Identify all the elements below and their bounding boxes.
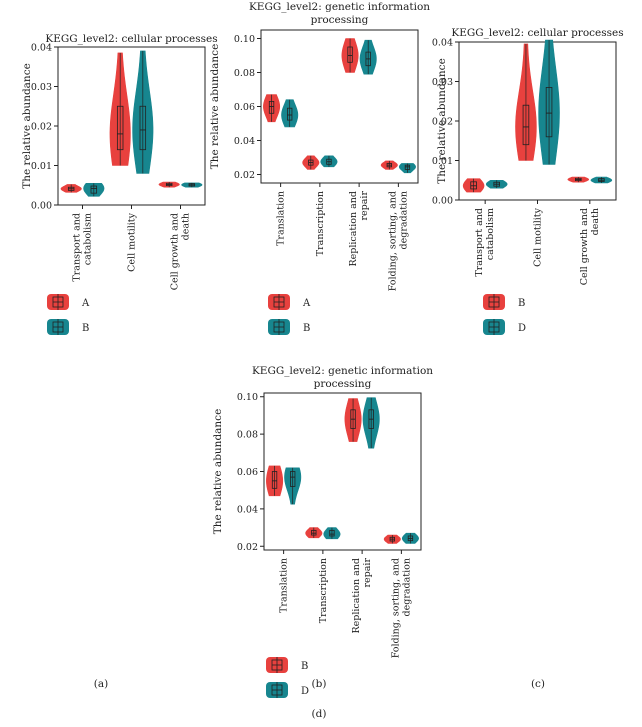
legend-item-B[interactable]: B bbox=[483, 294, 525, 310]
chart-title: processing bbox=[311, 14, 369, 26]
legend-label: A bbox=[81, 298, 90, 309]
x-tick-label: Folding, sorting, anddegradation bbox=[387, 191, 409, 291]
legend-item-D[interactable]: D bbox=[483, 319, 526, 335]
panel-label: (d) bbox=[312, 708, 327, 720]
legend-label: B bbox=[303, 323, 310, 334]
chart-panel-4: KEGG_level2: genetic informationprocessi… bbox=[212, 365, 433, 720]
y-tick-label: 0.08 bbox=[237, 430, 258, 441]
panel-label: (b) bbox=[312, 678, 327, 690]
y-tick-label: 0.04 bbox=[237, 504, 258, 515]
x-tick-label: Translation bbox=[276, 191, 287, 246]
y-axis-label: The relative abundance bbox=[21, 63, 33, 189]
x-tick-label: Replication andrepair bbox=[351, 558, 373, 634]
y-tick-label: 0.01 bbox=[432, 156, 453, 167]
x-tick-label: Replication andrepair bbox=[348, 191, 370, 267]
chart-panel-3: KEGG_level2: cellular processes 0.00 0.01 0… bbox=[432, 27, 624, 690]
y-tick-label: 0.03 bbox=[432, 77, 453, 88]
legend-item-D[interactable]: D bbox=[266, 682, 309, 698]
y-tick-label: 0.10 bbox=[237, 392, 258, 403]
chart-title: KEGG_level2: cellular processes bbox=[45, 33, 217, 45]
x-tick-label: Cell growth anddeath bbox=[579, 208, 601, 285]
legend-label: B bbox=[82, 323, 89, 334]
legend-item-A[interactable]: A bbox=[268, 294, 311, 310]
x-tick-label: Cell motility bbox=[127, 212, 138, 271]
panel-label: (a) bbox=[94, 678, 108, 690]
chart-title: KEGG_level2: genetic information bbox=[252, 365, 433, 377]
chart-panel-2: KEGG_level2: genetic informationprocessi… bbox=[209, 1, 430, 690]
legend-item-B[interactable]: B bbox=[268, 319, 310, 335]
x-tick-label: Transcription bbox=[318, 558, 329, 623]
y-tick-label: 0.10 bbox=[234, 34, 255, 45]
legend-item-B[interactable]: B bbox=[47, 319, 89, 335]
y-axis-label: The relative abundance bbox=[436, 58, 448, 184]
panel-label: (c) bbox=[531, 678, 545, 690]
legend-label: B bbox=[301, 661, 308, 672]
y-tick-label: 0.02 bbox=[31, 122, 52, 133]
x-tick-label: Cell growth anddeath bbox=[170, 213, 192, 290]
legend-label: D bbox=[518, 323, 526, 334]
legend-label: A bbox=[302, 298, 311, 309]
x-tick-label: Cell motility bbox=[533, 207, 544, 266]
chart-title: KEGG_level2: cellular processes bbox=[451, 27, 623, 39]
y-tick-label: 0.06 bbox=[237, 467, 258, 478]
x-tick-label: Translation bbox=[279, 558, 290, 613]
chart-panel-1: KEGG_level2: cellular processes 0.00 0.01 0… bbox=[21, 33, 218, 690]
y-tick-label: 0.06 bbox=[234, 102, 255, 113]
y-tick-label: 0.04 bbox=[432, 38, 453, 49]
y-tick-label: 0.00 bbox=[31, 201, 52, 212]
legend-label: B bbox=[518, 298, 525, 309]
y-axis-label: The relative abundance bbox=[209, 44, 221, 170]
x-tick-label: Folding, sorting, anddegradation bbox=[390, 558, 412, 658]
chart-title: processing bbox=[314, 378, 372, 390]
x-tick-label: Transcription bbox=[315, 191, 326, 256]
y-tick-label: 0.02 bbox=[237, 542, 258, 553]
legend-label: D bbox=[301, 686, 309, 697]
y-tick-label: 0.02 bbox=[234, 170, 255, 181]
legend-item-A[interactable]: A bbox=[47, 294, 90, 310]
legend-item-B[interactable]: B bbox=[266, 657, 308, 673]
y-tick-label: 0.00 bbox=[432, 196, 453, 207]
y-tick-label: 0.08 bbox=[234, 68, 255, 79]
chart-title: KEGG_level2: genetic information bbox=[249, 1, 430, 13]
y-tick-label: 0.03 bbox=[31, 82, 52, 93]
y-tick-label: 0.04 bbox=[234, 136, 255, 147]
x-tick-label: Transport andcatabolism bbox=[72, 213, 94, 282]
y-tick-label: 0.04 bbox=[31, 43, 52, 54]
y-tick-label: 0.02 bbox=[432, 117, 453, 128]
x-tick-label: Transport andcatabolism bbox=[474, 208, 496, 277]
y-axis-label: The relative abundance bbox=[212, 409, 224, 535]
y-tick-label: 0.01 bbox=[31, 161, 52, 172]
